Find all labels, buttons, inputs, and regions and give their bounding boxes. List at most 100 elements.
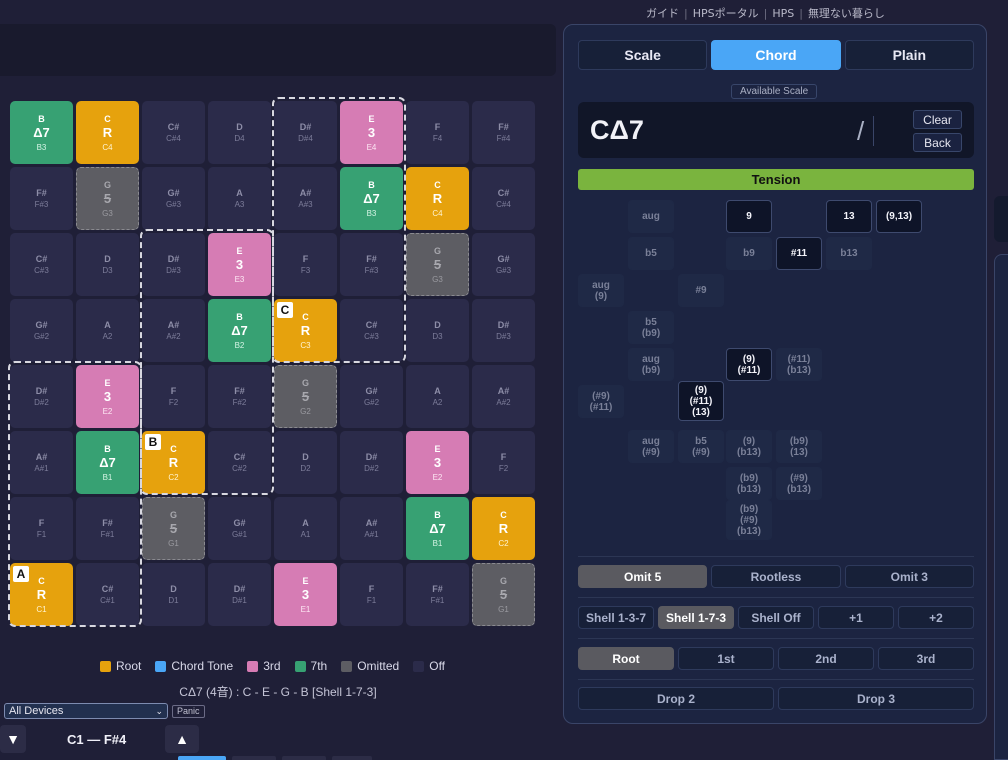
panic-button[interactable]: Panic xyxy=(172,705,205,718)
note-cell[interactable]: G# G#1 xyxy=(208,497,271,560)
note-cell[interactable]: C# C#2 xyxy=(208,431,271,494)
tension-button[interactable]: aug (b9) xyxy=(628,348,674,381)
inversion-button[interactable]: 1st xyxy=(678,647,774,670)
note-cell[interactable]: C# C#4 xyxy=(472,167,535,230)
shell-button[interactable]: Shell 1-7-3 xyxy=(658,606,734,629)
tension-button[interactable]: aug (9) xyxy=(578,274,624,307)
note-cell[interactable]: C# C#1 xyxy=(76,563,139,626)
omit-button[interactable]: Omit 3 xyxy=(844,565,974,588)
note-cell[interactable]: C R C4 xyxy=(406,167,469,230)
note-cell[interactable]: B Δ7 B1 xyxy=(76,431,139,494)
note-cell[interactable]: D# D#4 xyxy=(274,101,337,164)
tension-button[interactable]: (9) (b13) xyxy=(726,430,772,463)
note-cell[interactable]: F F2 xyxy=(472,431,535,494)
tab-plain[interactable]: Plain xyxy=(844,40,974,70)
tension-button[interactable]: (b9) (b13) xyxy=(726,467,772,500)
note-cell[interactable]: D D3 xyxy=(406,299,469,362)
note-cell[interactable]: C R C2 xyxy=(472,497,535,560)
inversion-button[interactable]: Root xyxy=(578,647,674,670)
note-cell[interactable]: E 3 E1 xyxy=(274,563,337,626)
note-cell[interactable]: A# A#2 xyxy=(472,365,535,428)
note-cell[interactable]: F F1 xyxy=(10,497,73,560)
note-cell[interactable]: F# F#1 xyxy=(406,563,469,626)
tab-scale[interactable]: Scale xyxy=(578,40,708,70)
omit-button[interactable]: Rootless xyxy=(711,565,841,588)
note-cell[interactable]: D D4 xyxy=(208,101,271,164)
note-cell[interactable]: F F4 xyxy=(406,101,469,164)
device-select[interactable]: All Devices ⌄ xyxy=(4,703,168,719)
note-cell[interactable]: D# D#2 xyxy=(340,431,403,494)
note-cell[interactable]: E 3 E4 xyxy=(340,101,403,164)
bottom-tab[interactable] xyxy=(332,756,372,760)
back-button[interactable]: Back xyxy=(913,133,962,152)
tension-button[interactable]: (b9) (13) xyxy=(776,430,822,463)
note-cell[interactable]: G 5 G1 xyxy=(472,563,535,626)
tension-button[interactable]: b9 xyxy=(726,237,772,270)
tension-button[interactable]: #9 xyxy=(678,274,724,307)
note-cell[interactable]: A# A#1 xyxy=(10,431,73,494)
drop-button[interactable]: Drop 3 xyxy=(778,687,974,710)
bottom-tab[interactable] xyxy=(282,756,326,760)
note-cell[interactable]: D# D#3 xyxy=(472,299,535,362)
tension-button[interactable]: (b9) (#9) (b13) xyxy=(726,500,772,540)
note-cell[interactable]: G# G#2 xyxy=(10,299,73,362)
note-cell[interactable]: C R C2 B xyxy=(142,431,205,494)
tension-button[interactable]: aug xyxy=(628,200,674,233)
note-cell[interactable]: E 3 E2 xyxy=(76,365,139,428)
tension-button[interactable]: b5 xyxy=(628,237,674,270)
note-cell[interactable]: F F2 xyxy=(142,365,205,428)
tension-button[interactable]: b5 (b9) xyxy=(628,311,674,344)
note-cell[interactable]: G# G#3 xyxy=(142,167,205,230)
note-cell[interactable]: E 3 E2 xyxy=(406,431,469,494)
tension-button[interactable]: (9,13) xyxy=(876,200,922,233)
octave-up-button[interactable]: ▲ xyxy=(165,725,199,753)
tension-button[interactable]: (#9) (b13) xyxy=(776,467,822,500)
nav-link-guide[interactable]: ガイド xyxy=(646,7,679,20)
note-cell[interactable]: D# D#3 xyxy=(142,233,205,296)
note-cell[interactable]: B Δ7 B1 xyxy=(406,497,469,560)
note-cell[interactable]: A# A#3 xyxy=(274,167,337,230)
note-cell[interactable]: A A2 xyxy=(406,365,469,428)
shell-button[interactable]: +1 xyxy=(818,606,894,629)
note-cell[interactable]: C R C1 A xyxy=(10,563,73,626)
note-cell[interactable]: G 5 G3 xyxy=(406,233,469,296)
tab-chord[interactable]: Chord xyxy=(711,40,841,70)
note-cell[interactable]: B Δ7 B3 xyxy=(10,101,73,164)
note-cell[interactable]: G 5 G2 xyxy=(274,365,337,428)
note-cell[interactable]: F F1 xyxy=(340,563,403,626)
note-cell[interactable]: C# C#3 xyxy=(10,233,73,296)
octave-down-button[interactable]: ▼ xyxy=(0,725,26,753)
drop-button[interactable]: Drop 2 xyxy=(578,687,774,710)
note-cell[interactable]: B Δ7 B3 xyxy=(340,167,403,230)
note-cell[interactable]: G 5 G3 xyxy=(76,167,139,230)
available-scale-button[interactable]: Available Scale xyxy=(731,84,818,99)
note-cell[interactable]: C# C#3 xyxy=(340,299,403,362)
omit-button[interactable]: Omit 5 xyxy=(578,565,708,588)
tension-button[interactable]: (9) (#11) xyxy=(726,348,772,381)
note-cell[interactable]: D D1 xyxy=(142,563,205,626)
note-cell[interactable]: D D3 xyxy=(76,233,139,296)
shell-button[interactable]: Shell 1-3-7 xyxy=(578,606,654,629)
inversion-button[interactable]: 2nd xyxy=(778,647,874,670)
tension-button[interactable]: aug (#9) xyxy=(628,430,674,463)
note-cell[interactable]: D# D#2 xyxy=(10,365,73,428)
note-cell[interactable]: D D2 xyxy=(274,431,337,494)
note-cell[interactable]: G# G#2 xyxy=(340,365,403,428)
bottom-tab[interactable] xyxy=(232,756,276,760)
shell-button[interactable]: +2 xyxy=(898,606,974,629)
bottom-tab-active[interactable] xyxy=(178,756,226,760)
note-cell[interactable]: A A2 xyxy=(76,299,139,362)
inversion-button[interactable]: 3rd xyxy=(878,647,974,670)
note-cell[interactable]: A A1 xyxy=(274,497,337,560)
note-cell[interactable]: F F3 xyxy=(274,233,337,296)
note-cell[interactable]: A# A#2 xyxy=(142,299,205,362)
note-cell[interactable]: C# C#4 xyxy=(142,101,205,164)
note-cell[interactable]: F# F#3 xyxy=(340,233,403,296)
tension-button[interactable]: (9) (#11) (13) xyxy=(678,381,724,421)
note-cell[interactable]: D# D#1 xyxy=(208,563,271,626)
note-cell[interactable]: G# G#3 xyxy=(472,233,535,296)
nav-link-hps[interactable]: HPS xyxy=(772,7,795,20)
note-cell[interactable]: C R C3 C xyxy=(274,299,337,362)
tension-button[interactable]: (#11) (b13) xyxy=(776,348,822,381)
tension-button[interactable]: #11 xyxy=(776,237,822,270)
